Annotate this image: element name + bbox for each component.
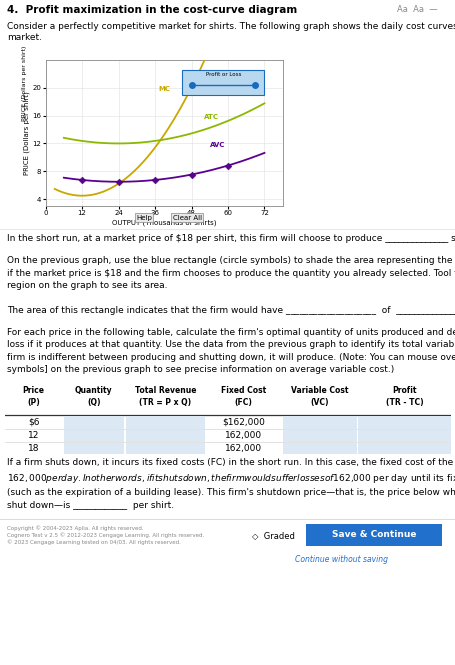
Text: Profit
(TR - TC): Profit (TR - TC)	[385, 386, 422, 406]
Text: Clear All: Clear All	[172, 215, 202, 221]
Text: 162,000: 162,000	[225, 431, 262, 440]
Text: Profit or Loss: Profit or Loss	[205, 72, 241, 77]
Text: In the short run, at a market price of $18 per shirt, this firm will choose to p: In the short run, at a market price of $…	[7, 233, 455, 243]
Bar	[358, 430, 450, 442]
Bar	[63, 443, 124, 456]
Text: Save & Continue: Save & Continue	[331, 531, 415, 539]
Text: Fixed Cost
(FC): Fixed Cost (FC)	[221, 386, 266, 406]
Y-axis label: PRICE (Dollars per shirt): PRICE (Dollars per shirt)	[23, 91, 30, 175]
Text: 18: 18	[28, 444, 39, 454]
Text: On the previous graph, use the blue rectangle (circle symbols) to shade the area: On the previous graph, use the blue rect…	[7, 256, 455, 290]
Text: AVC: AVC	[209, 142, 225, 148]
Text: Copyright © 2004-2023 Aplia. All rights reserved.
Cognero Test v 2.5 © 2012-2023: Copyright © 2004-2023 Aplia. All rights …	[7, 525, 204, 545]
Text: If a firm shuts down, it incurs its fixed costs (FC) in the short run. In this c: If a firm shuts down, it incurs its fixe…	[7, 458, 455, 509]
Text: For each price in the following table, calculate the firm's optimal quantity of : For each price in the following table, c…	[7, 328, 455, 374]
Text: The area of this rectangle indicates that the firm would have __________________: The area of this rectangle indicates tha…	[7, 305, 455, 315]
Bar	[63, 430, 124, 442]
Text: Price
(P): Price (P)	[23, 386, 45, 406]
Text: Continue without saving: Continue without saving	[295, 555, 388, 565]
Text: $6: $6	[28, 418, 39, 427]
Bar	[63, 416, 124, 429]
Bar	[126, 430, 204, 442]
Bar	[126, 443, 204, 456]
FancyBboxPatch shape	[298, 523, 448, 547]
Text: Total Revenue
(TR = P x Q): Total Revenue (TR = P x Q)	[134, 386, 196, 406]
Text: MC: MC	[158, 86, 170, 92]
Bar	[182, 70, 264, 94]
Text: $162,000: $162,000	[222, 418, 264, 427]
Text: 4.  Profit maximization in the cost-curve diagram: 4. Profit maximization in the cost-curve…	[7, 5, 297, 15]
Bar	[126, 416, 204, 429]
Text: 12: 12	[28, 431, 39, 440]
Text: ATC: ATC	[203, 114, 218, 120]
Text: Help: Help	[136, 215, 152, 221]
Text: PRICE (Dollars per shirt): PRICE (Dollars per shirt)	[22, 46, 27, 121]
Bar	[358, 416, 450, 429]
Bar	[358, 443, 450, 456]
Bar	[282, 416, 356, 429]
Text: ◇  Graded: ◇ Graded	[252, 531, 294, 540]
Text: Aa  Aa  —: Aa Aa —	[396, 5, 436, 15]
Text: Quantity
(Q): Quantity (Q)	[75, 386, 112, 406]
Text: Consider a perfectly competitive market for shirts. The following graph shows th: Consider a perfectly competitive market …	[7, 21, 455, 43]
Text: 162,000: 162,000	[225, 444, 262, 454]
Bar	[282, 443, 356, 456]
Text: Variable Cost
(VC): Variable Cost (VC)	[290, 386, 348, 406]
Bar	[282, 430, 356, 442]
X-axis label: OUTPUT (Thousands of shirts): OUTPUT (Thousands of shirts)	[111, 219, 216, 225]
